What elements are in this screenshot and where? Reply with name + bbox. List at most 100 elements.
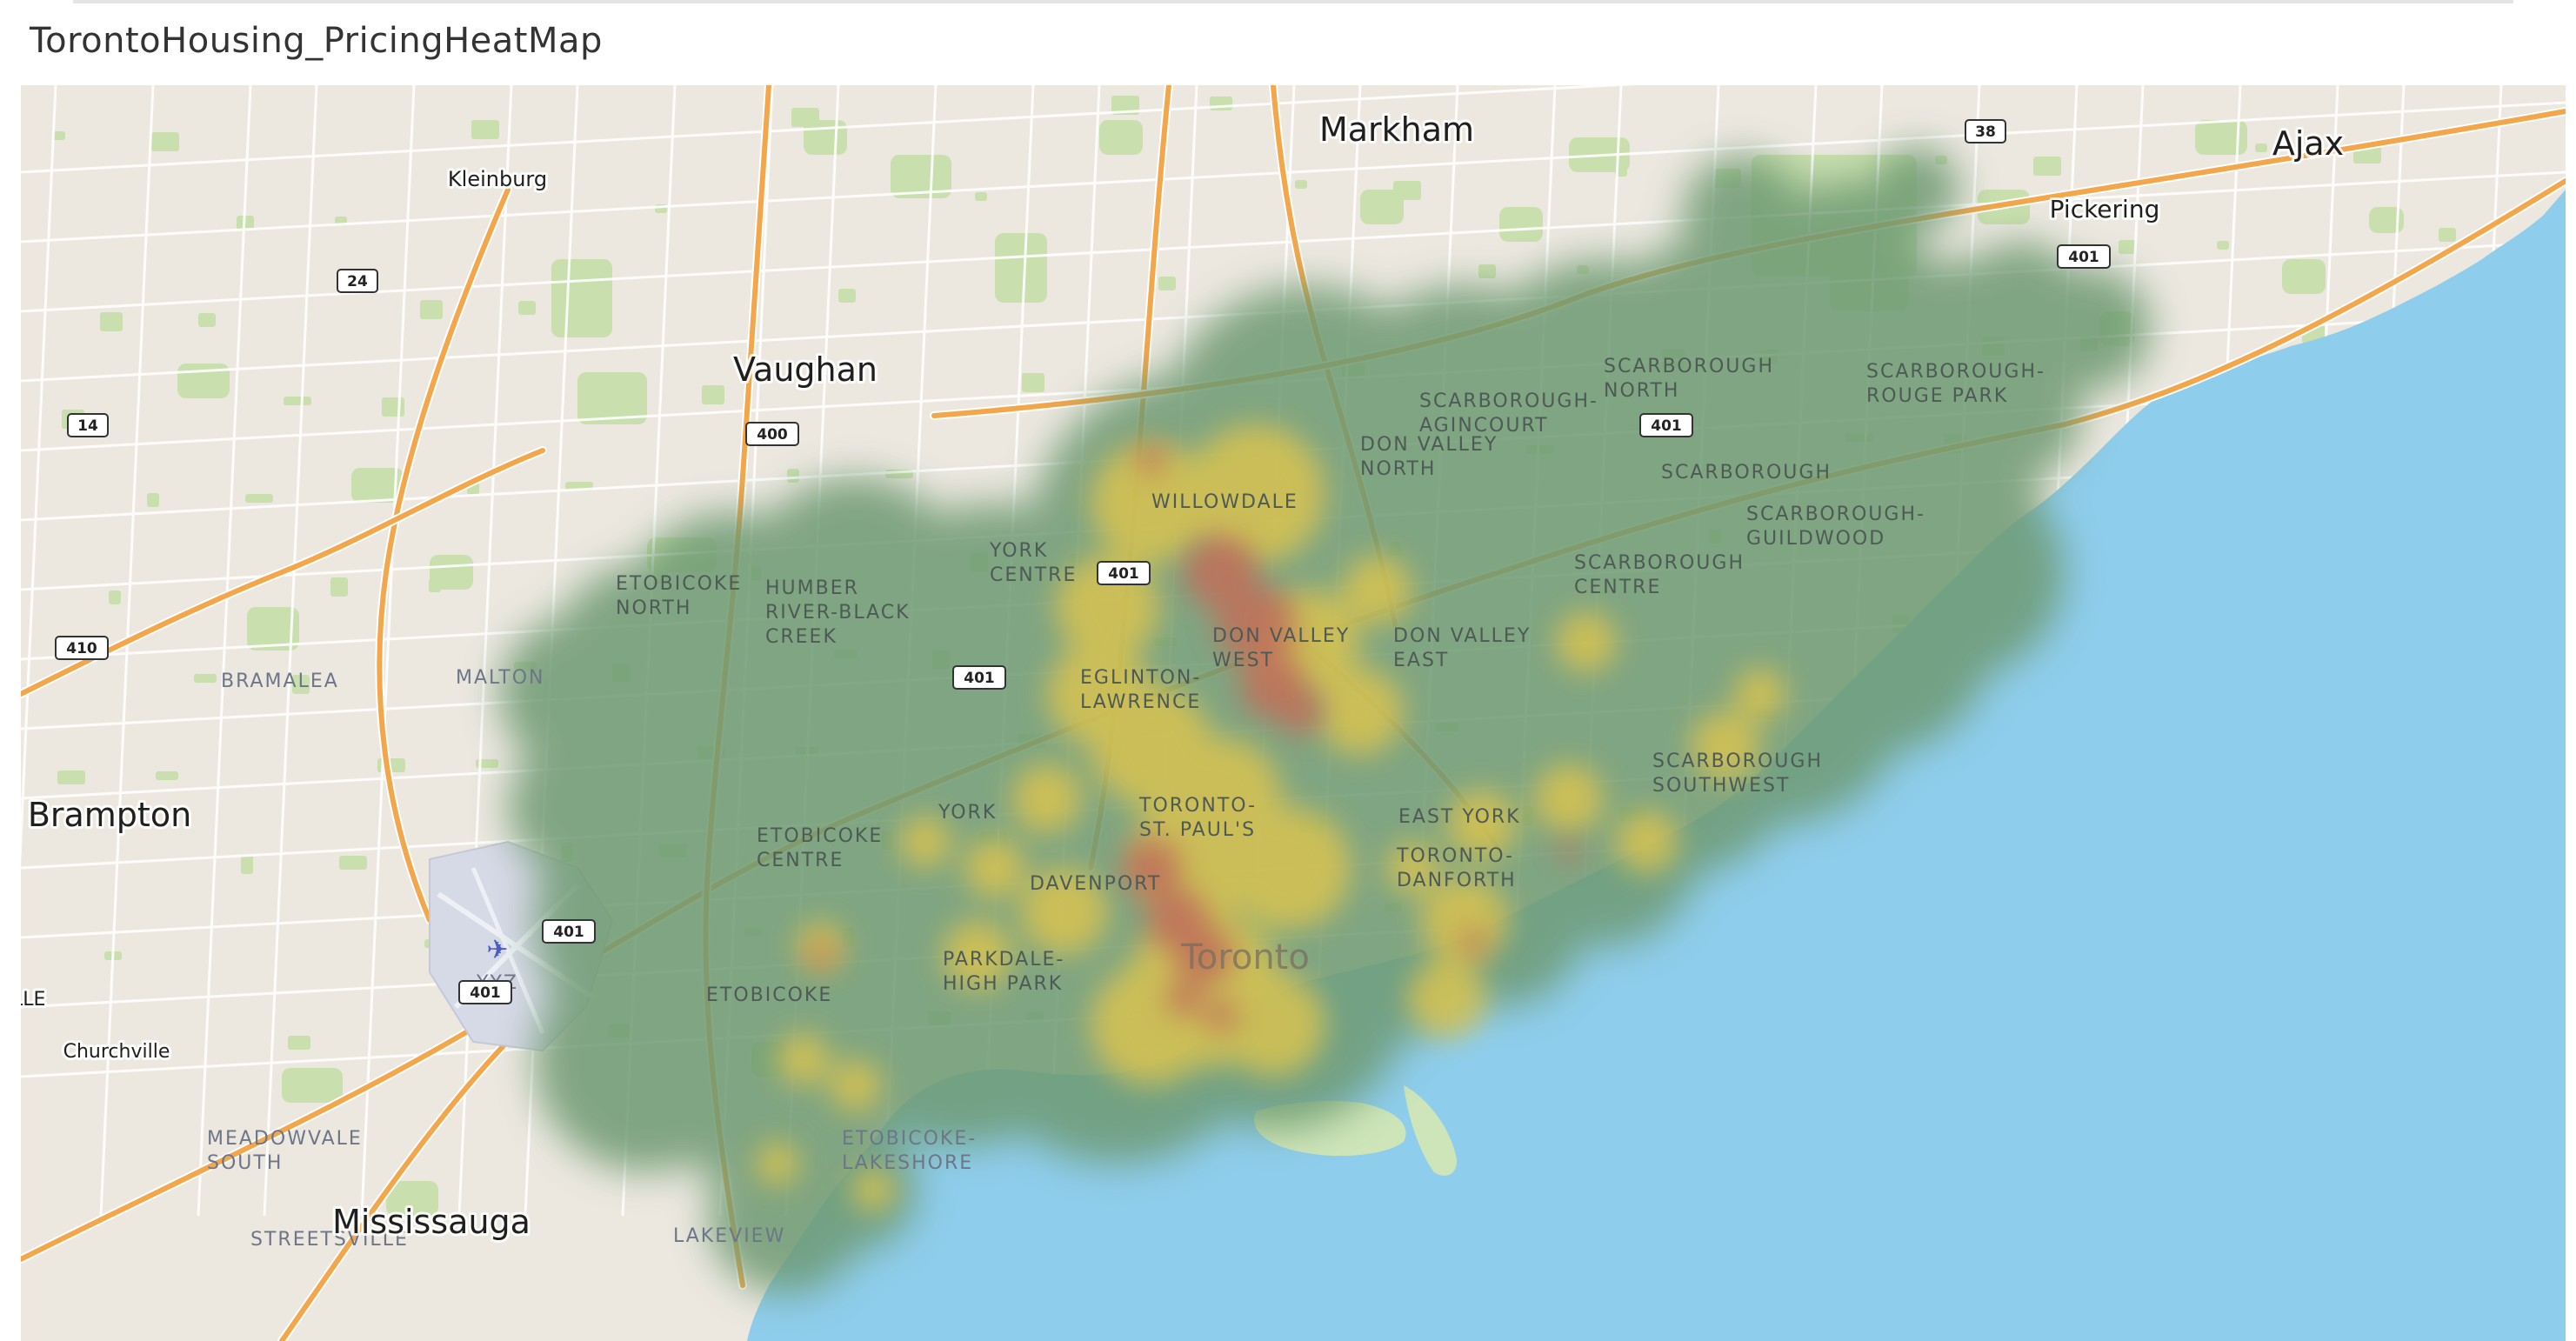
neighbourhood-label-line: SOUTH — [207, 1152, 283, 1174]
heat-layer-high — [809, 445, 1579, 1031]
heat-blob-low — [2030, 268, 2152, 390]
heat-blob-mid — [1221, 972, 1325, 1077]
neighbourhood-label-scarborough-rouge: SCARBOROUGH-ROUGE PARK — [1866, 361, 2045, 407]
neighbourhood-label-scarborough: SCARBOROUGH — [1661, 462, 1832, 484]
park-area — [245, 494, 273, 503]
leslie-spit — [1404, 1085, 1457, 1176]
neighbourhood-label-line: EAST YORK — [1398, 806, 1521, 828]
neighbourhood-label-line: ETOBICOKE — [706, 984, 832, 1006]
park-area — [791, 108, 819, 127]
park-area — [198, 313, 216, 327]
highway-shield-number: 401 — [553, 924, 584, 941]
neighbourhood-label-line: SOUTHWEST — [1652, 775, 1790, 797]
neighbourhood-label-line: DON VALLEY — [1360, 434, 1498, 456]
heat-blob-mid — [1616, 811, 1678, 873]
neighbourhood-label-davenport: DAVENPORT — [1030, 873, 1161, 895]
highway-shield-number: 401 — [964, 670, 995, 687]
heat-blob-low — [1856, 468, 2065, 677]
city-label-pickering: Pickering — [2050, 195, 2160, 224]
highway-shield-401: 401 — [1639, 413, 1693, 437]
park-area — [2282, 259, 2326, 294]
highway-shield-24: 24 — [337, 269, 378, 293]
park-area — [420, 300, 443, 319]
neighbourhood-label-line: ETOBICOKE — [757, 825, 883, 847]
map-view[interactable]: ✈ YYZ BRAMALEAMALTONMEADOWVALESOUTHSTREE… — [21, 85, 2566, 1341]
neighbourhood-label-bramalea: BRAMALEA — [221, 670, 339, 692]
neighbourhood-label-scarborough-agincourt: SCARBOROUGH- AGINCOURT — [1419, 390, 1598, 437]
park-area — [429, 578, 441, 592]
heat-blob-high — [1205, 1000, 1237, 1031]
park-area — [702, 385, 724, 404]
park-area — [284, 397, 311, 405]
neighbourhood-label-don-valley-north: DON VALLEY NORTH — [1360, 434, 1498, 480]
neighbourhood-label-line: SCARBOROUGH- — [1746, 504, 1925, 525]
minor-road — [21, 101, 2566, 244]
neighbourhood-label-line: BRAMALEA — [221, 670, 339, 692]
park-area — [339, 856, 367, 870]
city-label-markham: Markham — [1319, 110, 1474, 149]
heat-blob-mid — [1734, 668, 1786, 720]
neighbourhood-label-line: CREEK — [765, 626, 838, 648]
park-area — [2255, 143, 2267, 152]
highway-shield-410: 410 — [55, 636, 109, 660]
neighbourhood-label-don-valley-east: DON VALLEY EAST — [1393, 625, 1531, 671]
neighbourhood-label-line: SCARBOROUGH — [1604, 356, 1774, 377]
park-area — [382, 397, 404, 417]
park-area — [2033, 157, 2061, 176]
neighbourhood-label-line: SCARBOROUGH- — [1419, 390, 1598, 412]
heat-blob-low — [1873, 146, 1960, 233]
neighbourhood-label-line: SCARBOROUGH — [1652, 751, 1823, 772]
highway-shield-number: 401 — [2068, 249, 2099, 266]
highway-shield-number: 410 — [66, 640, 97, 657]
neighbourhood-label-scarborough-north: SCARBOROUGH NORTH — [1604, 356, 1774, 402]
highway-shield-body — [337, 269, 378, 293]
park-area — [604, 384, 631, 393]
neighbourhood-label-eglinton: EGLINTON-LAWRENCE — [1080, 667, 1201, 713]
neighbourhood-label-line: CENTRE — [990, 564, 1077, 586]
neighbourhood-label-etobicoke: ETOBICOKE — [706, 984, 832, 1006]
highway-shield-number: 24 — [347, 273, 368, 290]
neighbourhood-label-line: SCARBOROUGH- — [1866, 361, 2045, 383]
park-area — [2217, 241, 2229, 250]
neighbourhood-label-line: CENTRE — [1574, 577, 1661, 598]
park-area — [838, 289, 856, 303]
heat-blob-mid — [777, 1033, 830, 1085]
heat-blob-low — [586, 650, 777, 842]
heat-blob-mid — [1091, 442, 1212, 564]
park-area — [1210, 97, 1232, 110]
heat-blob-mid — [1021, 868, 1108, 955]
neighbourhood-label-line: SCARBOROUGH — [1661, 462, 1832, 484]
neighbourhood-label-line: DON VALLEY — [1212, 625, 1350, 647]
neighbourhood-label-parkdale: PARKDALE-HIGH PARK — [943, 949, 1064, 995]
park-area — [2369, 207, 2404, 233]
highway-shield-401: 401 — [952, 665, 1006, 690]
highway-shield-401: 401 — [458, 980, 512, 1004]
neighbourhood-label-meadowvale: MEADOWVALE SOUTH — [207, 1128, 363, 1174]
park-area — [995, 233, 1047, 303]
neighbourhood-label-line: WEST — [1212, 650, 1274, 671]
neighbourhood-label-don-valley-west: DON VALLEY WEST — [1212, 625, 1350, 671]
neighbourhood-label-streetsville: STREETSVILLE — [250, 1229, 409, 1251]
minor-road — [197, 85, 252, 1217]
heat-blob-mid — [899, 816, 951, 868]
park-area — [109, 590, 121, 604]
neighbourhood-label-line: EGLINTON- — [1080, 667, 1201, 689]
neighbourhood-label-line: DANFORTH — [1397, 870, 1517, 891]
heat-blob-high — [1277, 689, 1322, 734]
highway-shield-38: 38 — [1965, 119, 2006, 143]
park-area — [156, 771, 178, 780]
highway-shield-401: 401 — [1097, 561, 1151, 585]
minor-road — [21, 85, 1636, 174]
map-canvas[interactable]: ✈ YYZ BRAMALEAMALTONMEADOWVALESOUTHSTREE… — [21, 85, 2566, 1341]
park-area — [1099, 120, 1143, 155]
neighbourhood-label-line: HUMBER — [765, 577, 859, 599]
neighbourhood-label-etobicoke-lakeshore: ETOBICOKE-LAKESHORE — [842, 1128, 977, 1174]
heat-blob-mid — [1247, 877, 1299, 929]
park-area — [247, 607, 299, 650]
neighbourhood-label-line: NORTH — [616, 597, 691, 619]
heat-blob-high — [1138, 445, 1165, 473]
heat-blob-mid — [1556, 611, 1617, 672]
park-area — [288, 1036, 310, 1050]
highway-shield-body — [2057, 244, 2111, 269]
highway-shield-number: 401 — [470, 984, 501, 1002]
